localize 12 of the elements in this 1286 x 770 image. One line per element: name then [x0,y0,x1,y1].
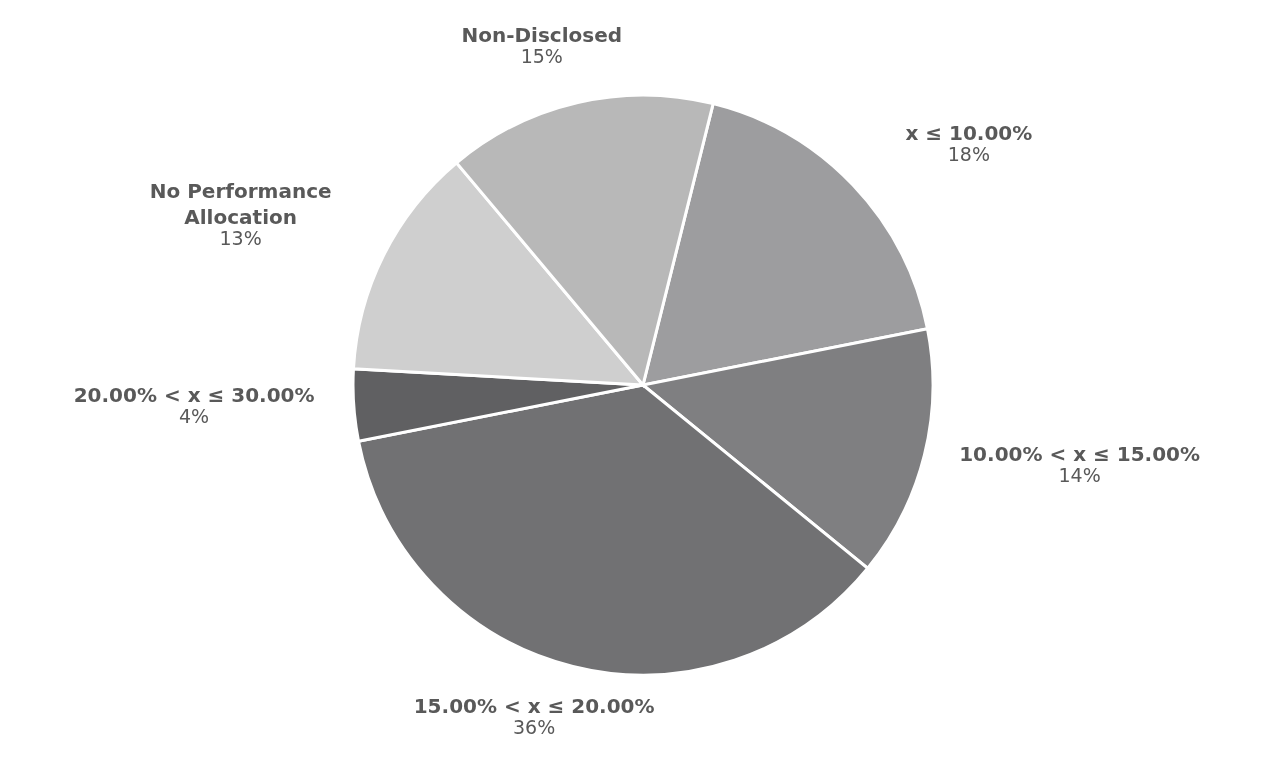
slice-label: No Performance Allocation [149,178,332,229]
slice-label: Non-Disclosed [461,22,623,47]
data-label: 15% [520,44,563,67]
data-label: 14% [1058,464,1101,487]
slice-label: x ≤ 10.00% [905,121,1033,146]
slice-label: 10.00% < x ≤ 15.00% [959,442,1201,467]
data-label: 13% [219,226,262,249]
slice-label: 15.00% < x ≤ 20.00% [413,693,655,718]
slice-label: 20.00% < x ≤ 30.00% [73,383,315,408]
data-label: 4% [179,405,210,428]
data-label: 18% [947,143,990,166]
data-label: 36% [513,715,556,738]
